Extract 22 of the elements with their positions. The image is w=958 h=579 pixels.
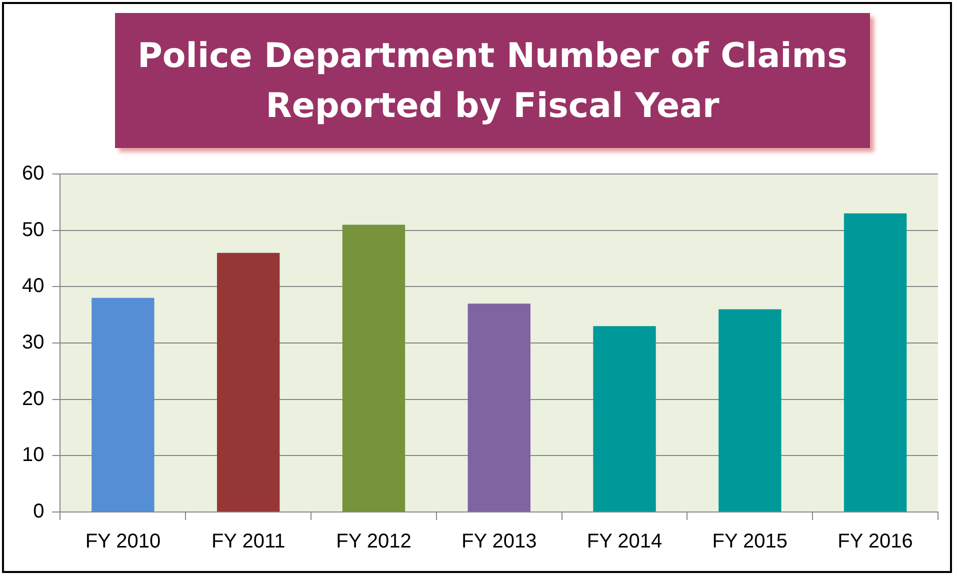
x-tick-label: FY 2013 (462, 530, 537, 553)
bar (593, 326, 656, 512)
bar (468, 304, 530, 512)
y-tick-label: 20 (22, 388, 44, 410)
bar (342, 224, 406, 512)
y-tick-label: 60 (22, 162, 44, 185)
x-tick-label: FY 2010 (85, 530, 161, 553)
y-tick-label: 50 (22, 218, 44, 241)
bar (216, 252, 280, 512)
y-tick-label: 0 (33, 500, 44, 523)
x-tick-label: FY 2016 (838, 530, 913, 553)
x-tick-label: FY 2011 (211, 530, 286, 553)
x-tick-label: FY 2015 (712, 530, 788, 553)
y-tick-label: 10 (22, 444, 44, 466)
bar (92, 298, 154, 512)
x-tick-label: FY 2014 (586, 530, 662, 553)
chart-title: Police Department Number of Claims Reported by Fiscal Year (115, 13, 870, 148)
bar (844, 213, 907, 512)
y-tick-label: 40 (22, 275, 44, 298)
y-tick-label: 30 (22, 332, 44, 354)
bar (718, 309, 782, 512)
x-tick-label: FY 2012 (336, 530, 412, 553)
